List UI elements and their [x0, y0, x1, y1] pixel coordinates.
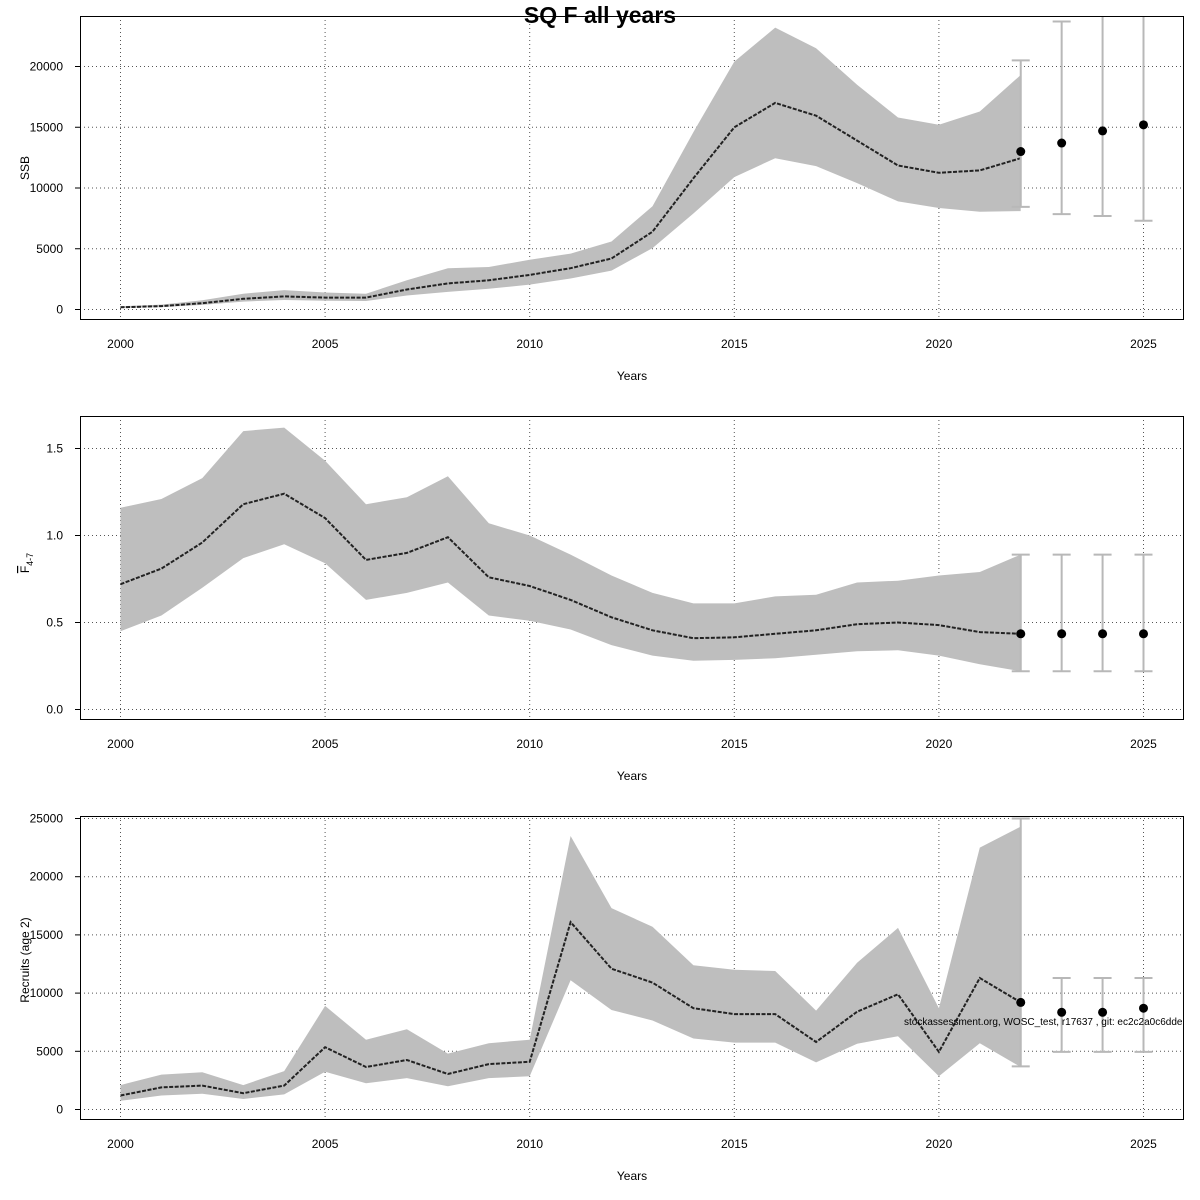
x-tick-label: 2010 — [516, 737, 543, 751]
x-tick-label: 2020 — [926, 737, 953, 751]
y-tick-label: 20000 — [30, 870, 64, 884]
panel-1: 2000 2005 2010 2015 2020 2025 0 5000 10000 15000 2… — [18, 16, 1184, 383]
x-tick-label: 2025 — [1130, 1137, 1157, 1151]
y-tick-label: 15000 — [30, 120, 64, 134]
x-tick-label: 2005 — [312, 1137, 339, 1151]
plot-frame — [80, 816, 1184, 1120]
estimate-line — [120, 920, 1022, 1097]
panel-3: 2000 2005 2010 2015 2020 2025 0 5000 10000 15000 2… — [18, 812, 1184, 1183]
forecast-errorbar — [1134, 976, 1153, 1053]
forecast-point — [1057, 138, 1067, 148]
x-tick-label: 2010 — [516, 337, 543, 351]
forecast-point — [1139, 120, 1148, 130]
forecast-errorbar — [1052, 20, 1071, 216]
x-tick-label: 2000 — [107, 1137, 134, 1151]
x-tick-label: 2020 — [926, 1137, 953, 1151]
y-axis-label: F4-7 — [18, 553, 35, 573]
forecast-errorbar — [1093, 553, 1112, 673]
estimate-line — [120, 492, 1021, 640]
y-tick-label: 0 — [56, 303, 63, 317]
forecast-point — [1057, 1007, 1067, 1017]
forecast-errorbar — [1093, 16, 1112, 217]
x-axis-label: Years — [617, 1169, 647, 1183]
x-tick-label: 2000 — [107, 337, 134, 351]
plot-frame — [80, 16, 1184, 320]
x-axis-label: Years — [617, 769, 647, 783]
y-tick-label: 0.5 — [46, 616, 63, 630]
y-tick-label: 0.0 — [46, 703, 63, 717]
y-tick-label: 0 — [56, 1103, 63, 1117]
forecast-point — [1016, 147, 1026, 157]
y-tick-label: 10000 — [30, 181, 64, 195]
forecast-point — [1057, 629, 1067, 639]
x-tick-label: 2015 — [721, 737, 748, 751]
x-tick-label: 2005 — [312, 337, 339, 351]
chart-title: SQ F all years — [523, 2, 677, 28]
y-tick-label: 1.0 — [46, 529, 63, 543]
forecast-errorbar — [1011, 553, 1030, 673]
forecast-errorbar — [1134, 16, 1153, 222]
panel-2: 2000 2005 2010 2015 2020 2025 0.0 0.5 1.0 1.5 Year… — [18, 416, 1184, 783]
forecast-errorbar — [1011, 817, 1030, 1068]
forecast-point — [1098, 126, 1108, 136]
forecast-point — [1139, 629, 1148, 639]
x-tick-label: 2005 — [312, 737, 339, 751]
forecast-errorbar — [1011, 59, 1030, 208]
confidence-band — [120, 826, 1021, 1101]
confidence-band — [120, 27, 1021, 308]
credit-annotation: stockassessment.org, WOSC_test, r17637 ,… — [904, 1017, 1183, 1028]
y-axis-label: SSB — [18, 156, 32, 180]
plot-frame — [80, 416, 1184, 720]
x-tick-label: 2015 — [721, 1137, 748, 1151]
y-tick-label: 1.5 — [46, 442, 63, 456]
forecast-errorbar — [1134, 553, 1153, 673]
y-tick-label: 25000 — [30, 812, 64, 826]
y-tick-label: 20000 — [30, 60, 64, 74]
x-tick-label: 2010 — [516, 1137, 543, 1151]
y-tick-label: 5000 — [36, 1044, 63, 1058]
estimate-line — [120, 101, 1021, 309]
forecast-errorbar — [1052, 553, 1071, 673]
y-axis-label: Recruits (age 2) — [18, 917, 32, 1002]
x-tick-label: 2000 — [107, 737, 134, 751]
confidence-band — [120, 427, 1021, 672]
forecast-point — [1139, 1003, 1148, 1013]
x-tick-label: 2025 — [1130, 737, 1157, 751]
forecast-point — [1016, 629, 1026, 639]
y-tick-label: 10000 — [30, 986, 64, 1000]
x-tick-label: 2020 — [926, 337, 953, 351]
forecast-point — [1098, 629, 1108, 639]
forecast-point — [1098, 1007, 1108, 1017]
forecast-point — [1016, 997, 1026, 1007]
y-tick-label: 5000 — [36, 242, 63, 256]
x-tick-label: 2025 — [1130, 337, 1157, 351]
x-axis-label: Years — [617, 369, 647, 383]
y-tick-label: 15000 — [30, 928, 64, 942]
x-tick-label: 2015 — [721, 337, 748, 351]
